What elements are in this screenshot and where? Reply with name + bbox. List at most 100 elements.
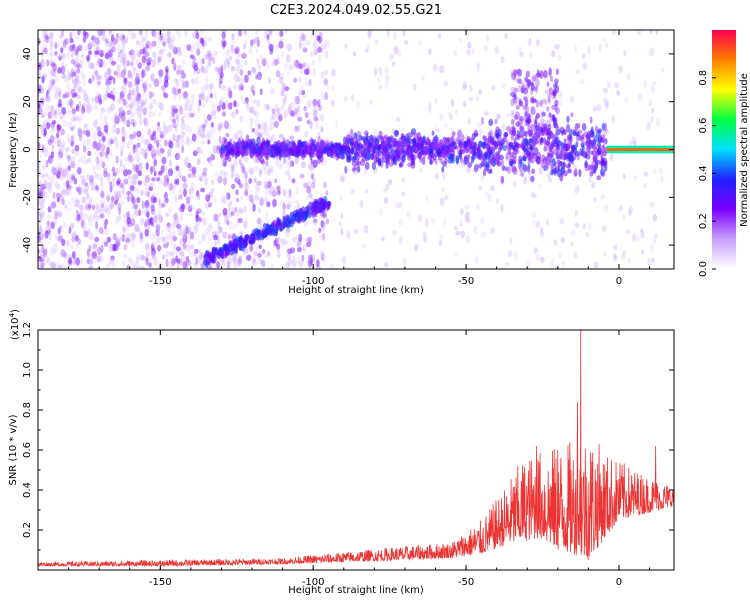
heatmap-cell-468 bbox=[217, 126, 221, 134]
heatmap-cell-2347 bbox=[519, 52, 524, 57]
heatmap-cell-637 bbox=[280, 88, 285, 97]
heatmap-cell-662 bbox=[266, 64, 270, 70]
heatmap-y-tick-label-0: -40 bbox=[22, 237, 33, 253]
heatmap-cell-2526 bbox=[613, 255, 618, 262]
heatmap-cell-3862 bbox=[391, 158, 395, 165]
heatmap-cell-65 bbox=[256, 57, 260, 65]
heatmap-cell-2009 bbox=[60, 65, 66, 75]
heatmap-cell-2517 bbox=[513, 251, 518, 261]
heatmap-cell-1275 bbox=[144, 120, 149, 129]
heatmap-cell-488 bbox=[82, 37, 87, 43]
heatmap-cell-2414 bbox=[626, 228, 631, 235]
heatmap-cell-470 bbox=[43, 47, 47, 53]
heatmap-cell-2590 bbox=[363, 225, 369, 234]
heatmap-cell-1199 bbox=[111, 243, 117, 252]
heatmap-cell-1373 bbox=[88, 219, 93, 228]
heatmap-cell-313 bbox=[67, 137, 71, 143]
heatmap-cell-2204 bbox=[116, 72, 122, 78]
heatmap-cell-375 bbox=[106, 146, 110, 155]
heatmap-cell-2117 bbox=[66, 172, 72, 181]
heatmap-cell-890 bbox=[151, 240, 157, 246]
heatmap-cell-2088 bbox=[65, 146, 70, 152]
heatmap-cell-2390 bbox=[529, 52, 533, 59]
heatmap-cell-4048 bbox=[342, 150, 346, 156]
heatmap-cell-2449 bbox=[544, 89, 549, 95]
heatmap-cell-977 bbox=[275, 109, 280, 118]
snr-y-tick-label-0: 0.2 bbox=[22, 522, 33, 538]
heatmap-cell-623 bbox=[298, 260, 304, 268]
heatmap-cell-4101 bbox=[514, 111, 521, 120]
heatmap-cell-828 bbox=[67, 188, 73, 196]
heatmap-cell-4086 bbox=[364, 161, 370, 170]
heatmap-cell-669 bbox=[87, 43, 93, 50]
heatmap-cell-1648 bbox=[102, 220, 108, 227]
heatmap-cell-766 bbox=[240, 162, 245, 170]
heatmap-cell-1361 bbox=[185, 196, 191, 204]
heatmap-cell-2236 bbox=[280, 238, 285, 246]
heatmap-cell-3509 bbox=[488, 118, 494, 127]
heatmap-cell-1503 bbox=[83, 223, 87, 232]
heatmap-cell-485 bbox=[100, 61, 106, 68]
heatmap-cell-792 bbox=[41, 183, 47, 190]
heatmap-cell-272 bbox=[57, 227, 61, 235]
heatmap-cell-1903 bbox=[312, 159, 318, 168]
heatmap-cell-2074 bbox=[59, 197, 64, 205]
heatmap-cell-325 bbox=[149, 102, 153, 110]
heatmap-cell-317 bbox=[249, 244, 254, 253]
heatmap-cell-1397 bbox=[243, 205, 247, 213]
heatmap-cell-867 bbox=[209, 92, 213, 99]
heatmap-cell-1618 bbox=[239, 69, 244, 76]
heatmap-cell-3651 bbox=[473, 129, 478, 137]
heatmap-cell-1523 bbox=[159, 131, 164, 136]
heatmap-cell-1025 bbox=[145, 257, 149, 266]
heatmap-cell-1931 bbox=[276, 107, 281, 114]
heatmap-cell-141 bbox=[269, 168, 274, 174]
heatmap-cell-347 bbox=[291, 178, 296, 184]
heatmap-cell-536 bbox=[84, 123, 88, 129]
heatmap-cell-586 bbox=[181, 175, 187, 183]
heatmap-cell-978 bbox=[116, 215, 122, 221]
heatmap-cell-2366 bbox=[398, 218, 404, 226]
heatmap-cell-3813 bbox=[418, 136, 424, 143]
heatmap-cell-1193 bbox=[92, 132, 97, 141]
heatmap-cell-3953 bbox=[235, 143, 240, 152]
heatmap-cell-1505 bbox=[181, 72, 187, 79]
heatmap-cell-1243 bbox=[145, 138, 150, 146]
heatmap-cell-1554 bbox=[122, 164, 126, 172]
heatmap-cell-551 bbox=[178, 104, 183, 110]
heatmap-cell-2589 bbox=[401, 191, 406, 197]
heatmap-cell-1230 bbox=[50, 151, 55, 159]
heatmap-cell-2462 bbox=[385, 74, 390, 82]
heatmap-cell-3716 bbox=[480, 162, 485, 167]
heatmap-cell-1681 bbox=[286, 200, 292, 210]
heatmap-x-tick-label-0: -150 bbox=[149, 276, 172, 287]
heatmap-cell-1185 bbox=[100, 190, 105, 199]
heatmap-cell-2457 bbox=[592, 105, 597, 112]
heatmap-cell-57 bbox=[176, 46, 181, 54]
heatmap-cell-908 bbox=[167, 261, 172, 267]
heatmap-cell-1139 bbox=[188, 164, 193, 172]
heatmap-cell-45 bbox=[70, 126, 74, 131]
heatmap-cell-880 bbox=[288, 174, 292, 181]
heatmap-cell-4186 bbox=[527, 82, 531, 88]
heatmap-cell-814 bbox=[82, 226, 86, 233]
heatmap-cell-348 bbox=[187, 198, 190, 205]
heatmap-cell-764 bbox=[40, 210, 45, 218]
heatmap-cell-837 bbox=[104, 73, 108, 79]
heatmap-cell-4047 bbox=[422, 140, 428, 146]
heatmap-cell-767 bbox=[113, 170, 117, 178]
heatmap-cell-1741 bbox=[276, 236, 281, 244]
heatmap-cell-1861 bbox=[207, 139, 211, 145]
heatmap-cell-2405 bbox=[643, 171, 649, 177]
heatmap-cell-398 bbox=[159, 133, 165, 139]
heatmap-cell-563 bbox=[98, 60, 103, 68]
heatmap-cell-378 bbox=[109, 200, 114, 210]
heatmap-cell-2188 bbox=[136, 156, 140, 163]
heatmap-cell-1942 bbox=[104, 38, 109, 44]
heatmap-cell-2534 bbox=[649, 244, 654, 253]
heatmap-cell-2143 bbox=[298, 63, 304, 70]
heatmap-cell-2116 bbox=[325, 38, 331, 48]
heatmap-cell-1530 bbox=[151, 145, 156, 154]
heatmap-cell-483 bbox=[201, 233, 206, 242]
heatmap-cell-1418 bbox=[169, 264, 175, 269]
